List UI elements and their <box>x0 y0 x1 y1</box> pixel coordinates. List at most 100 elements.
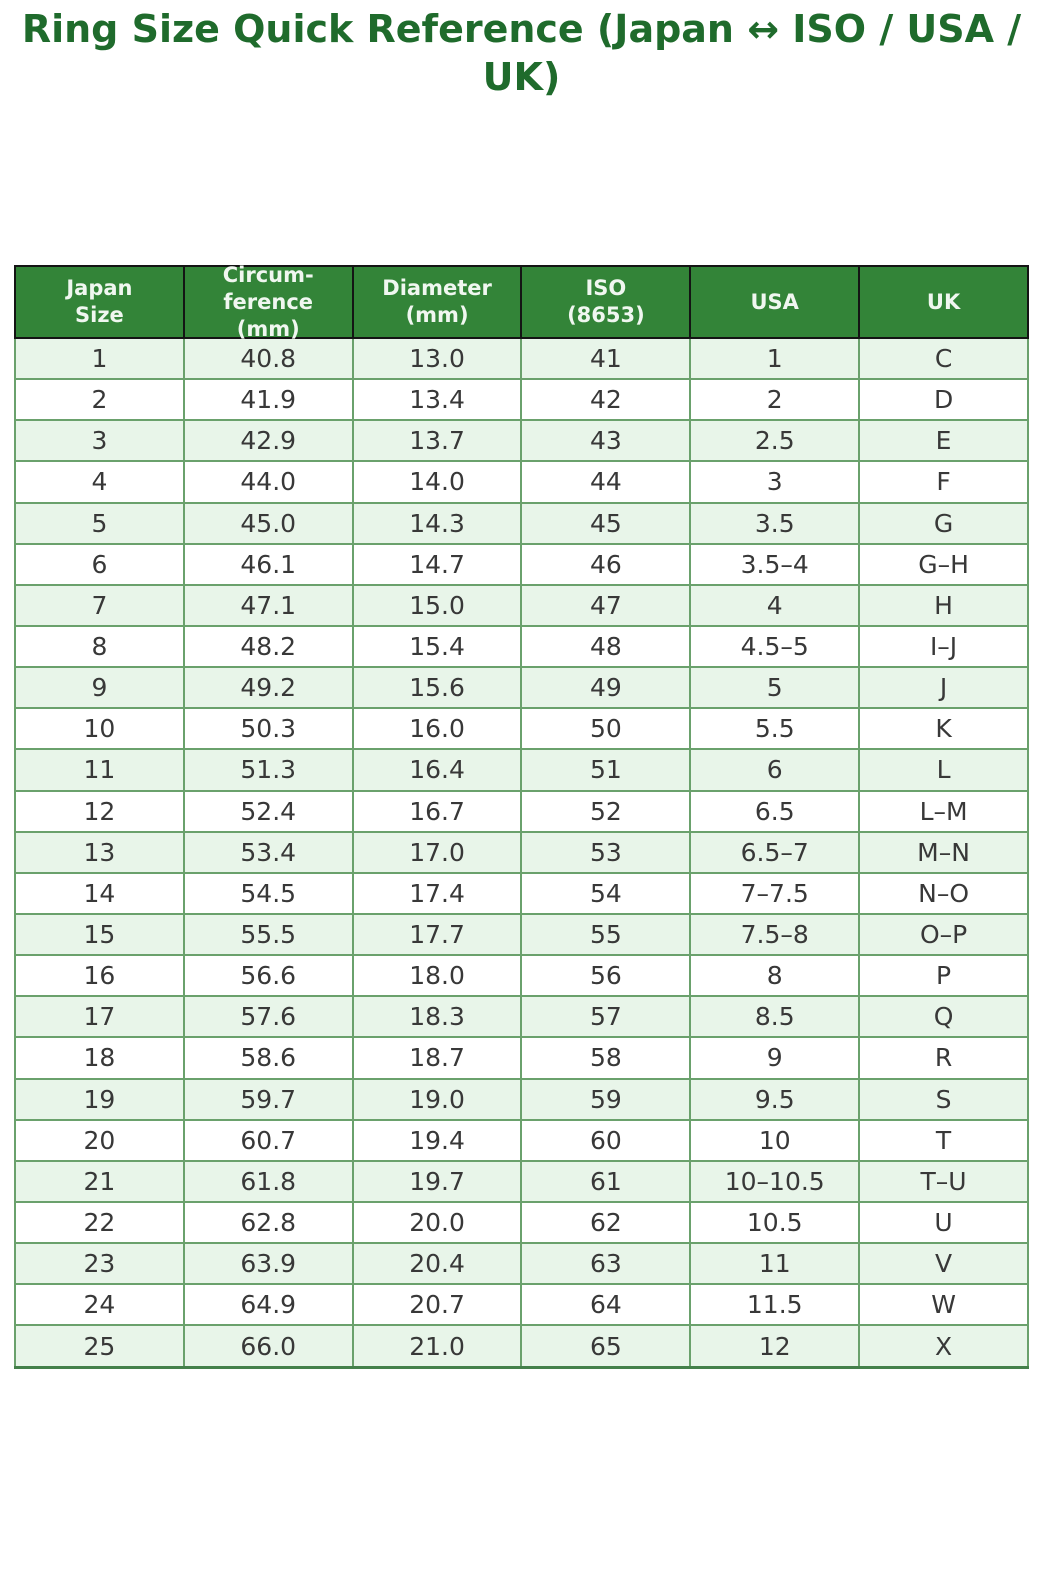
table-cell: 4 <box>689 583 861 627</box>
table-cell: 8 <box>14 624 185 669</box>
table-row: 1 40.8 13.0 41 1 C <box>14 336 1029 381</box>
table-cell: 18.0 <box>351 954 523 998</box>
table-cell: 14.0 <box>351 460 523 504</box>
table-cell: 17.0 <box>351 830 523 874</box>
table-cell: 43 <box>520 419 692 463</box>
table-cell: S <box>858 1077 1029 1121</box>
table-cell: L <box>858 748 1029 792</box>
table-cell: 50 <box>520 707 692 751</box>
table-cell: M–N <box>858 830 1029 874</box>
table-row: 23 63.9 20.4 63 11 V <box>14 1242 1029 1286</box>
table-cell: 58 <box>520 1036 692 1080</box>
table-cell: 6.5 <box>689 789 861 833</box>
table-cell: G <box>858 501 1029 545</box>
table-cell: 6 <box>689 748 861 792</box>
table-body: 1 40.8 13.0 41 1 C 2 41.9 13.4 42 2 D 3 42.9 13.7 43 2.5… <box>14 336 1029 1370</box>
table-cell: 15.4 <box>351 624 523 669</box>
column-header-iso: ISO (8653) <box>520 265 692 339</box>
table-row: 18 58.6 18.7 58 9 R <box>14 1036 1029 1080</box>
column-header-label: UK <box>926 289 961 314</box>
table-cell: 53 <box>520 830 692 874</box>
table-cell: 11 <box>14 748 185 792</box>
table-cell: 16.7 <box>351 789 523 833</box>
table-cell: 7.5–8 <box>689 912 861 957</box>
table-cell: 2 <box>14 378 185 422</box>
table-cell: 7–7.5 <box>689 871 861 915</box>
table-cell: 17.4 <box>351 871 523 915</box>
table-cell: 4 <box>14 460 185 504</box>
table-cell: 20.0 <box>351 1200 523 1245</box>
table-cell: 54 <box>520 871 692 915</box>
table-cell: 16 <box>14 954 185 998</box>
table-cell: 13.4 <box>351 378 523 422</box>
table-cell: 55 <box>520 912 692 957</box>
table-cell: F <box>858 460 1029 504</box>
table-cell: 9 <box>689 1036 861 1080</box>
table-cell: 3.5–4 <box>689 542 861 586</box>
table-row: 19 59.7 19.0 59 9.5 S <box>14 1077 1029 1121</box>
table-cell: 3.5 <box>689 501 861 545</box>
table-cell: 41 <box>520 336 692 381</box>
table-cell: 14.3 <box>351 501 523 545</box>
table-cell: 51.3 <box>182 748 354 792</box>
table-cell: 1 <box>689 336 861 381</box>
table-cell: 11.5 <box>689 1283 861 1327</box>
table-cell: 17.7 <box>351 912 523 957</box>
table-cell: 63.9 <box>182 1242 354 1286</box>
table-row: 17 57.6 18.3 57 8.5 Q <box>14 995 1029 1039</box>
table-cell: 2 <box>689 378 861 422</box>
column-header-label: ISO (8653) <box>567 276 645 327</box>
table-cell: 7 <box>14 583 185 627</box>
table-row: 3 42.9 13.7 43 2.5 E <box>14 419 1029 463</box>
table-cell: 16.0 <box>351 707 523 751</box>
column-header-circumference: Circum- ference (mm) <box>182 263 354 341</box>
table-cell: 49 <box>520 666 692 710</box>
table-row: 11 51.3 16.4 51 6 L <box>14 748 1029 792</box>
table-cell: 9.5 <box>689 1077 861 1121</box>
table-cell: 15.6 <box>351 666 523 710</box>
table-cell: 44.0 <box>182 460 354 504</box>
table-cell: T <box>858 1118 1029 1162</box>
table-cell: 12 <box>689 1324 861 1370</box>
table-cell: 61.8 <box>182 1159 354 1203</box>
column-header-label: Diameter (mm) <box>382 276 492 327</box>
table-cell: 24 <box>14 1283 185 1327</box>
table-cell: L–M <box>858 789 1029 833</box>
table-cell: 60.7 <box>182 1118 354 1162</box>
table-row: 5 45.0 14.3 45 3.5 G <box>14 501 1029 545</box>
table-cell: 9 <box>14 666 185 710</box>
table-cell: 23 <box>14 1242 185 1286</box>
table-cell: 10 <box>14 707 185 751</box>
table-cell: 62.8 <box>182 1200 354 1245</box>
table-cell: 47 <box>520 583 692 627</box>
table-cell: 18.7 <box>351 1036 523 1080</box>
table-cell: T–U <box>858 1159 1029 1203</box>
table-cell: 46.1 <box>182 542 354 586</box>
table-cell: 5.5 <box>689 707 861 751</box>
table-cell: 4.5–5 <box>689 624 861 669</box>
table-cell: 49.2 <box>182 666 354 710</box>
table-cell: 3 <box>689 460 861 504</box>
table-cell: 47.1 <box>182 583 354 627</box>
page-title: Ring Size Quick Reference (Japan ↔ ISO /… <box>21 7 1022 99</box>
table-cell: 55.5 <box>182 912 354 957</box>
table-cell: Q <box>858 995 1029 1039</box>
table-cell: 17 <box>14 995 185 1039</box>
table-cell: 19.4 <box>351 1118 523 1162</box>
table-row: 13 53.4 17.0 53 6.5–7 M–N <box>14 830 1029 874</box>
table-cell: 21.0 <box>351 1324 523 1370</box>
table-row: 7 47.1 15.0 47 4 H <box>14 583 1029 627</box>
table-cell: C <box>858 336 1029 381</box>
table-cell: W <box>858 1283 1029 1327</box>
table-cell: R <box>858 1036 1029 1080</box>
table-cell: 59.7 <box>182 1077 354 1121</box>
table-cell: 19 <box>14 1077 185 1121</box>
table-row: 14 54.5 17.4 54 7–7.5 N–O <box>14 871 1029 915</box>
table-cell: 10 <box>689 1118 861 1162</box>
table-cell: 64.9 <box>182 1283 354 1327</box>
table-cell: 52 <box>520 789 692 833</box>
table-row: 24 64.9 20.7 64 11.5 W <box>14 1283 1029 1327</box>
table-row: 20 60.7 19.4 60 10 T <box>14 1118 1029 1162</box>
table-cell: 50.3 <box>182 707 354 751</box>
table-cell: 10–10.5 <box>689 1159 861 1203</box>
